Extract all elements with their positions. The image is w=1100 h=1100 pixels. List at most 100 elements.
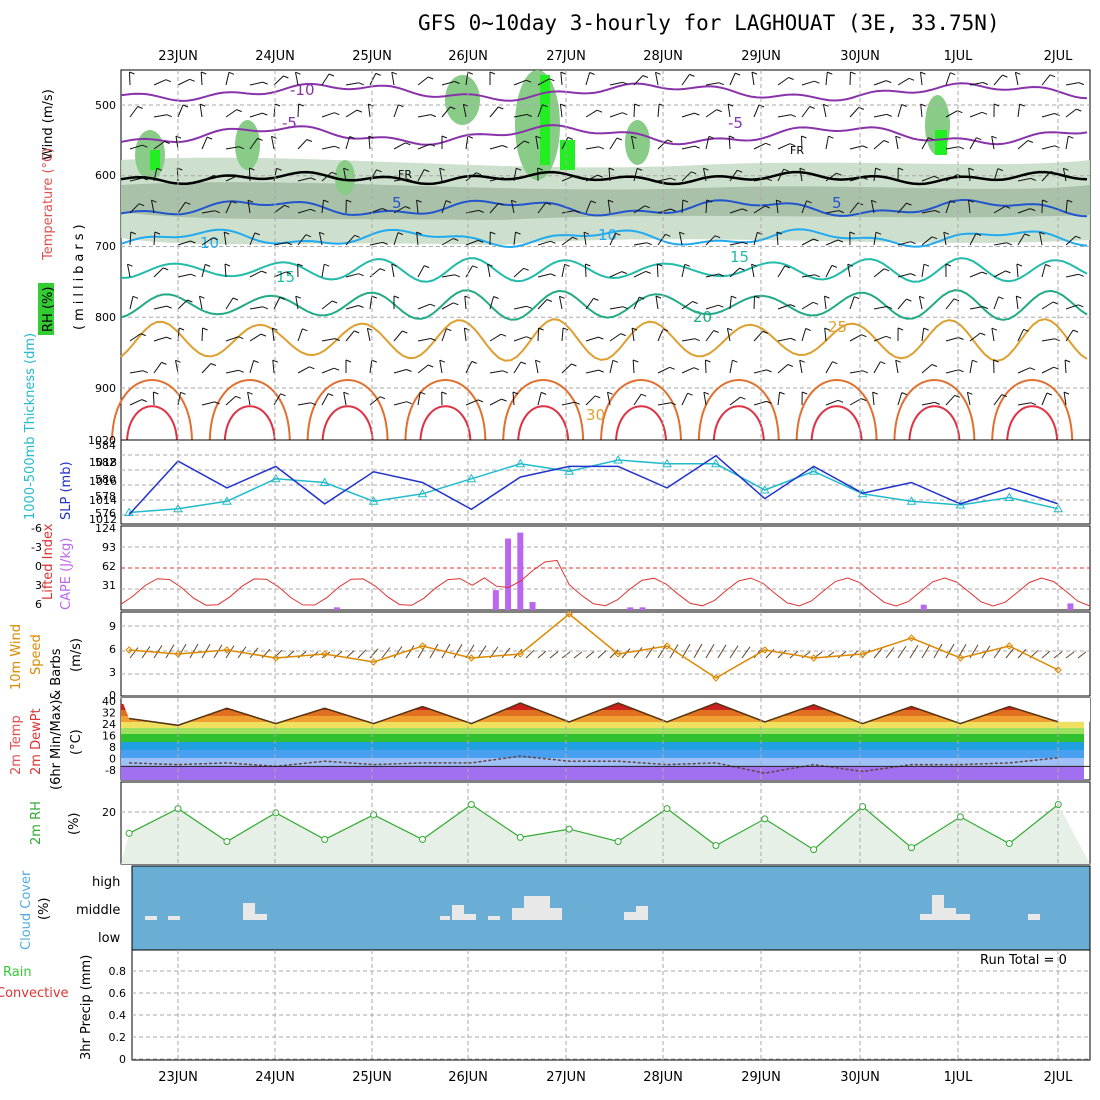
wind10m-barb [405,645,415,659]
wind-barb [657,139,668,150]
wind-barb [417,169,425,182]
wind-barb-flag [762,330,768,334]
rh2m-point [321,835,329,843]
wind-barb [537,327,540,342]
wind-barb [177,240,191,246]
wind-barb-flag [968,167,974,171]
wind-barb-flag [129,71,135,75]
wind-barb-flag [679,231,685,235]
wind-barb [537,78,550,86]
wind-barb [489,202,499,214]
wind-barb [1041,171,1052,182]
wind10m-barb [1065,651,1075,659]
wind-barb-flag [886,80,892,84]
wind-barb [729,241,743,246]
wind-barb [297,208,311,214]
wind-barb [609,137,618,150]
wind-barb-flag [445,200,452,204]
wind-barb [657,208,671,214]
wind-barb [561,363,572,374]
wind-barb-flag [487,263,493,267]
wind-barb-flag [692,301,698,304]
wind-barb [416,232,419,246]
wind-barb [537,202,547,214]
wind-barb-flag [583,231,590,235]
wind-barb [945,110,958,118]
wind-barb [585,174,598,182]
wind-barb [249,112,263,118]
wind-barb-flag [593,297,599,301]
rh2m-point [272,809,280,817]
rh-patch-saturated [935,130,947,155]
wind-barb-flag [535,359,541,363]
wind-barb [249,360,255,374]
wind-barb-flag [788,77,794,80]
wind-barb-flag [574,210,580,214]
wind-barb-flag [1016,263,1023,267]
wind-barb [825,210,839,214]
wind-barb [824,296,827,310]
wind-barb-flag [154,231,161,235]
wind10m-barb [369,648,379,659]
wind-barb [657,366,670,374]
wind-barb-flag [286,242,292,246]
lifted-tick: -6 [31,522,42,535]
thickness-point [515,458,526,468]
wind-barb-flag [1053,366,1059,370]
wind-barb-flag [637,167,643,171]
wind10m-tick: 9 [109,620,116,633]
wind-barb-flag [178,327,185,331]
contour-35 [615,405,667,441]
wind-barb [801,238,814,246]
wind-barb [753,205,766,214]
wind-barb [969,137,977,150]
cloud-panel [131,865,1091,951]
wind-barb [897,298,907,310]
wind-barb [679,232,683,246]
wind-barb [152,391,155,406]
wind-barb [345,82,359,86]
wind-barb [393,330,403,342]
wind-barb [969,360,973,374]
wind10m-barb [453,643,463,659]
wind-barb-flag [424,265,430,269]
wind-barb-flag [1039,231,1045,235]
wind-barb-flag [560,103,566,107]
wind-barb [729,267,740,278]
wind-barb-flag [175,359,181,363]
wind-barb [729,169,738,182]
thickness-point [906,496,917,505]
wind-barb-flag [153,391,159,395]
wind-barb-flag [542,104,548,108]
wind-barb [561,327,564,342]
wind-barb [513,336,527,342]
wind-barb [849,107,860,118]
wind-barb [513,361,522,374]
wind-barb [657,402,671,406]
wind-barb-flag [1024,233,1030,237]
wind-barb-flag [731,295,737,299]
wind-barb-flag [931,364,938,367]
wind-barb-flag [906,298,912,302]
wind-barb [1014,72,1019,86]
wind-barb-flag [515,231,521,235]
wind-barb [1041,366,1054,374]
wind-barb [585,72,591,86]
wind-barb-flag [871,199,877,203]
wind-barb [728,135,731,150]
wind-barb [945,174,958,182]
wind-barbs [127,71,1084,406]
cloud-block [145,916,157,920]
wind-barb [153,362,162,374]
wind-barb-flag [607,391,613,395]
wind-barb-flag [765,142,771,146]
wind-barb-flag [1054,338,1060,342]
thickness-point [222,496,232,505]
contour-label: -5 [728,114,743,132]
wind-barb-flag [705,359,711,363]
wind-barb-flag [847,263,853,267]
wind-barb [345,234,355,246]
wind-barb-flag [156,167,162,171]
wind10m-point [1054,666,1062,674]
wind-barb-flag [572,236,578,240]
